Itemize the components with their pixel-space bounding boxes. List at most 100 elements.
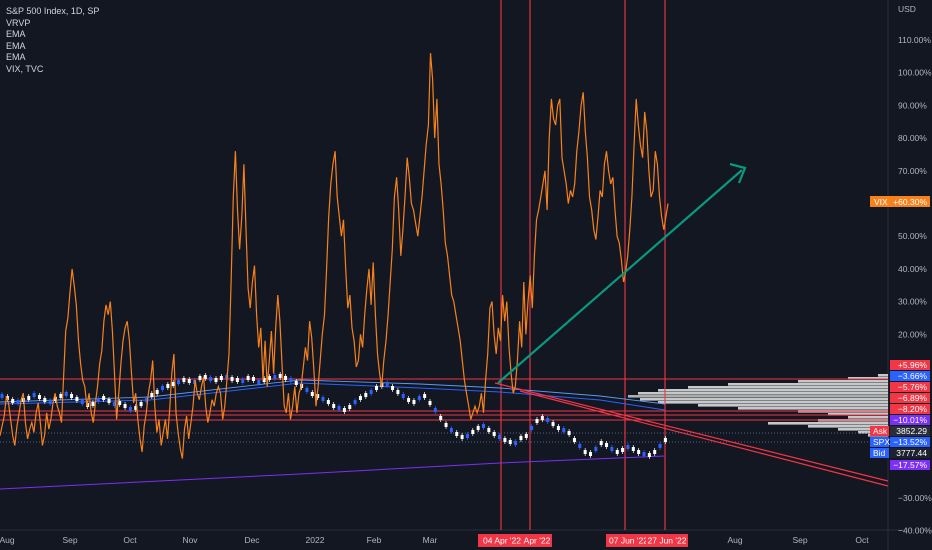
spx-candle-body (385, 382, 389, 386)
spx-candle-body (631, 447, 635, 451)
spx-candle-body (59, 394, 63, 398)
y-tick-label: 20.00% (898, 329, 927, 339)
level-tag-label: −17.57% (893, 460, 927, 470)
vix-tag-value: +60.30% (893, 197, 927, 207)
y-tick-label: 50.00% (898, 231, 927, 241)
level-tag-label: −10.01% (893, 415, 927, 425)
spx-candle-body (653, 450, 657, 454)
ema-line-3 (0, 455, 666, 490)
spx-candle-body (556, 426, 560, 430)
spx-candle-body (353, 400, 357, 404)
ask-tag-value-bg (890, 426, 930, 436)
x-tick-label: Dec (244, 535, 260, 545)
spx-tag-label: SPX (873, 437, 890, 447)
volume-profile-bar (658, 389, 888, 392)
x-tick-label: Mar (423, 535, 438, 545)
spx-candle-body (321, 397, 325, 401)
date-tag-bg (606, 534, 651, 547)
spx-candle-body (134, 406, 138, 410)
spx-candle-body (621, 448, 625, 452)
legend-item-vrvp[interactable]: VRVP (6, 17, 31, 28)
spx-candle-body (80, 400, 84, 404)
spx-candle-body (391, 386, 395, 390)
spx-candle-body (326, 400, 330, 404)
spx-candle-body (294, 381, 298, 385)
spx-candle-body (155, 390, 159, 394)
spx-candle-body (492, 432, 496, 436)
date-tag-label: 04 Apr '22 (483, 536, 521, 546)
spx-candle-body (647, 453, 651, 457)
spx-candle-body (615, 450, 619, 454)
legend-item-ema-3[interactable]: EMA (6, 52, 26, 62)
spx-candle-body (37, 395, 41, 399)
spx-candle-body (257, 380, 261, 384)
x-tick-label: Oct (123, 535, 137, 545)
date-tag-label: 07 Jun '22 (609, 536, 648, 546)
volume-profile-bar (798, 380, 888, 383)
spx-candle-body (305, 388, 309, 392)
x-tick-label: Aug (727, 535, 742, 545)
spx-candle-body (107, 399, 111, 403)
spx-candle-body (16, 400, 20, 404)
spx-candle-body (487, 428, 491, 432)
spx-candle-body (375, 386, 378, 390)
spx-candle-body (482, 424, 485, 428)
level-tag-label: −6.89% (898, 393, 928, 403)
x-tick-label: Oct (855, 535, 869, 545)
spx-candle-body (610, 447, 614, 451)
spx-candle-body (503, 438, 507, 442)
volume-profile-bar (640, 398, 888, 401)
spx-candle-body (273, 375, 277, 379)
trend-arrow-head (729, 162, 747, 184)
bid-tag-value-bg (890, 448, 930, 458)
vix-line (0, 53, 669, 459)
level-tag-label: −8.20% (898, 404, 928, 414)
spx-candle-body (262, 378, 266, 382)
trend-arrow-shaft (497, 169, 743, 384)
level-tag-bg (890, 393, 930, 403)
bid-tag-label-bg (870, 448, 889, 458)
spx-candle-body (519, 436, 523, 440)
spx-candle-body (589, 452, 592, 456)
spx-candle-body (209, 377, 213, 381)
date-tag-bg (478, 534, 526, 547)
spx-candle-body (637, 450, 641, 454)
spx-candle-body (48, 400, 52, 404)
spx-candle-body (455, 432, 459, 436)
spx-candle-body (348, 405, 352, 409)
spx-candle-body (11, 399, 15, 403)
spx-candle-body (465, 434, 469, 438)
spx-candle-body (182, 378, 186, 382)
ema-line-1 (0, 382, 666, 411)
resistance-line-2 (519, 390, 889, 487)
x-tick-label: 2022 (306, 535, 325, 545)
spx-candle-body (166, 384, 170, 388)
legend-item-vix[interactable]: VIX, TVC (6, 63, 44, 74)
ema-line-2 (0, 379, 666, 405)
level-tag-bg (890, 360, 930, 370)
y-tick-label: 40.00% (898, 264, 927, 274)
spx-candle-body (171, 382, 175, 386)
level-tag-label: +5.96% (898, 360, 928, 370)
spx-candle-body (27, 396, 31, 400)
spx-candle-body (599, 441, 603, 445)
spx-candle-body (144, 398, 148, 402)
level-tag-bg (890, 371, 930, 381)
spx-candle-body (476, 426, 480, 430)
legend-item-ema-1[interactable]: EMA (6, 29, 26, 39)
spx-candle-body (423, 394, 427, 398)
legend-item-ema-2[interactable]: EMA (6, 40, 26, 51)
volume-profile-bar (838, 428, 888, 431)
vix-price-tag (870, 196, 930, 207)
legend-symbol[interactable]: S&P 500 Index, 1D, SP (6, 6, 100, 16)
volume-profile-bar (878, 374, 888, 377)
spx-candle-body (91, 402, 95, 406)
y-tick-label: 80.00% (898, 133, 927, 143)
spx-candle-body (43, 398, 47, 402)
spx-candle-body (498, 435, 502, 439)
spx-candle-body (289, 378, 293, 382)
spx-candle-body (139, 402, 143, 406)
volume-profile-bar (808, 425, 888, 428)
spx-candle-body (102, 396, 106, 400)
